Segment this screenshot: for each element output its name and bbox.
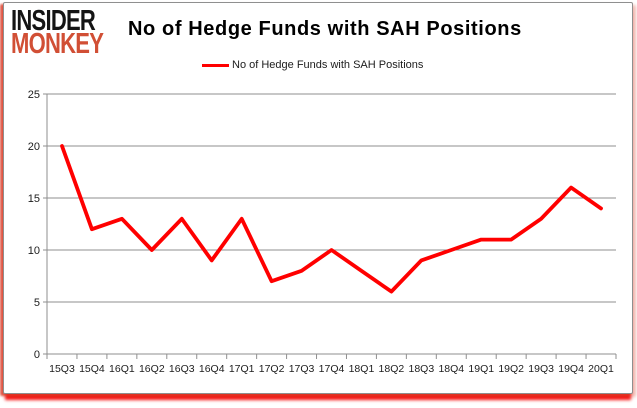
legend-label: No of Hedge Funds with SAH Positions xyxy=(232,59,424,71)
logo-line-monkey: MONKEY xyxy=(11,28,104,60)
x-axis-label: 18Q4 xyxy=(438,363,464,375)
x-axis-label: 19Q4 xyxy=(558,363,584,375)
y-axis-label: 20 xyxy=(28,141,40,153)
x-axis-label: 17Q2 xyxy=(259,363,285,375)
x-axis-label: 17Q1 xyxy=(229,363,255,375)
x-axis-label: 20Q1 xyxy=(588,363,614,375)
logo-line-insider: INSIDER xyxy=(11,5,96,37)
y-axis-label: 0 xyxy=(34,349,40,361)
y-axis-label: 10 xyxy=(28,245,40,257)
y-axis-label: 5 xyxy=(34,297,40,309)
x-axis-label: 16Q2 xyxy=(139,363,165,375)
x-axis-label: 19Q2 xyxy=(498,363,524,375)
x-axis-label: 16Q1 xyxy=(109,363,135,375)
x-axis-label: 17Q3 xyxy=(289,363,315,375)
x-axis-label: 17Q4 xyxy=(319,363,345,375)
line-chart: 0 5 10 15 20 25 15Q3 15Q4 16Q1 16Q2 16Q3 16Q4 17Q1 17… xyxy=(28,89,617,375)
x-axis-label: 16Q4 xyxy=(199,363,225,375)
y-axis-label: 25 xyxy=(28,89,40,101)
x-axis-label: 18Q2 xyxy=(379,363,405,375)
x-axis-label: 19Q1 xyxy=(468,363,494,375)
insider-monkey-logo: INSIDER MONKEY xyxy=(11,5,104,60)
x-axis-label: 15Q3 xyxy=(49,363,75,375)
x-axis-label: 15Q4 xyxy=(79,363,105,375)
chart-frame: INSIDER MONKEY No of Hedge Funds with SA… xyxy=(3,2,633,394)
chart-title: No of Hedge Funds with SAH Positions xyxy=(128,18,522,40)
x-axis-label: 18Q1 xyxy=(349,363,375,375)
x-axis-label: 18Q3 xyxy=(408,363,434,375)
x-axis-label: 16Q3 xyxy=(169,363,195,375)
legend: No of Hedge Funds with SAH Positions xyxy=(202,58,423,72)
y-axis-label: 15 xyxy=(28,193,40,205)
x-axis-label: 19Q3 xyxy=(528,363,554,375)
series-line xyxy=(60,144,603,294)
legend-line-swatch xyxy=(202,63,229,67)
